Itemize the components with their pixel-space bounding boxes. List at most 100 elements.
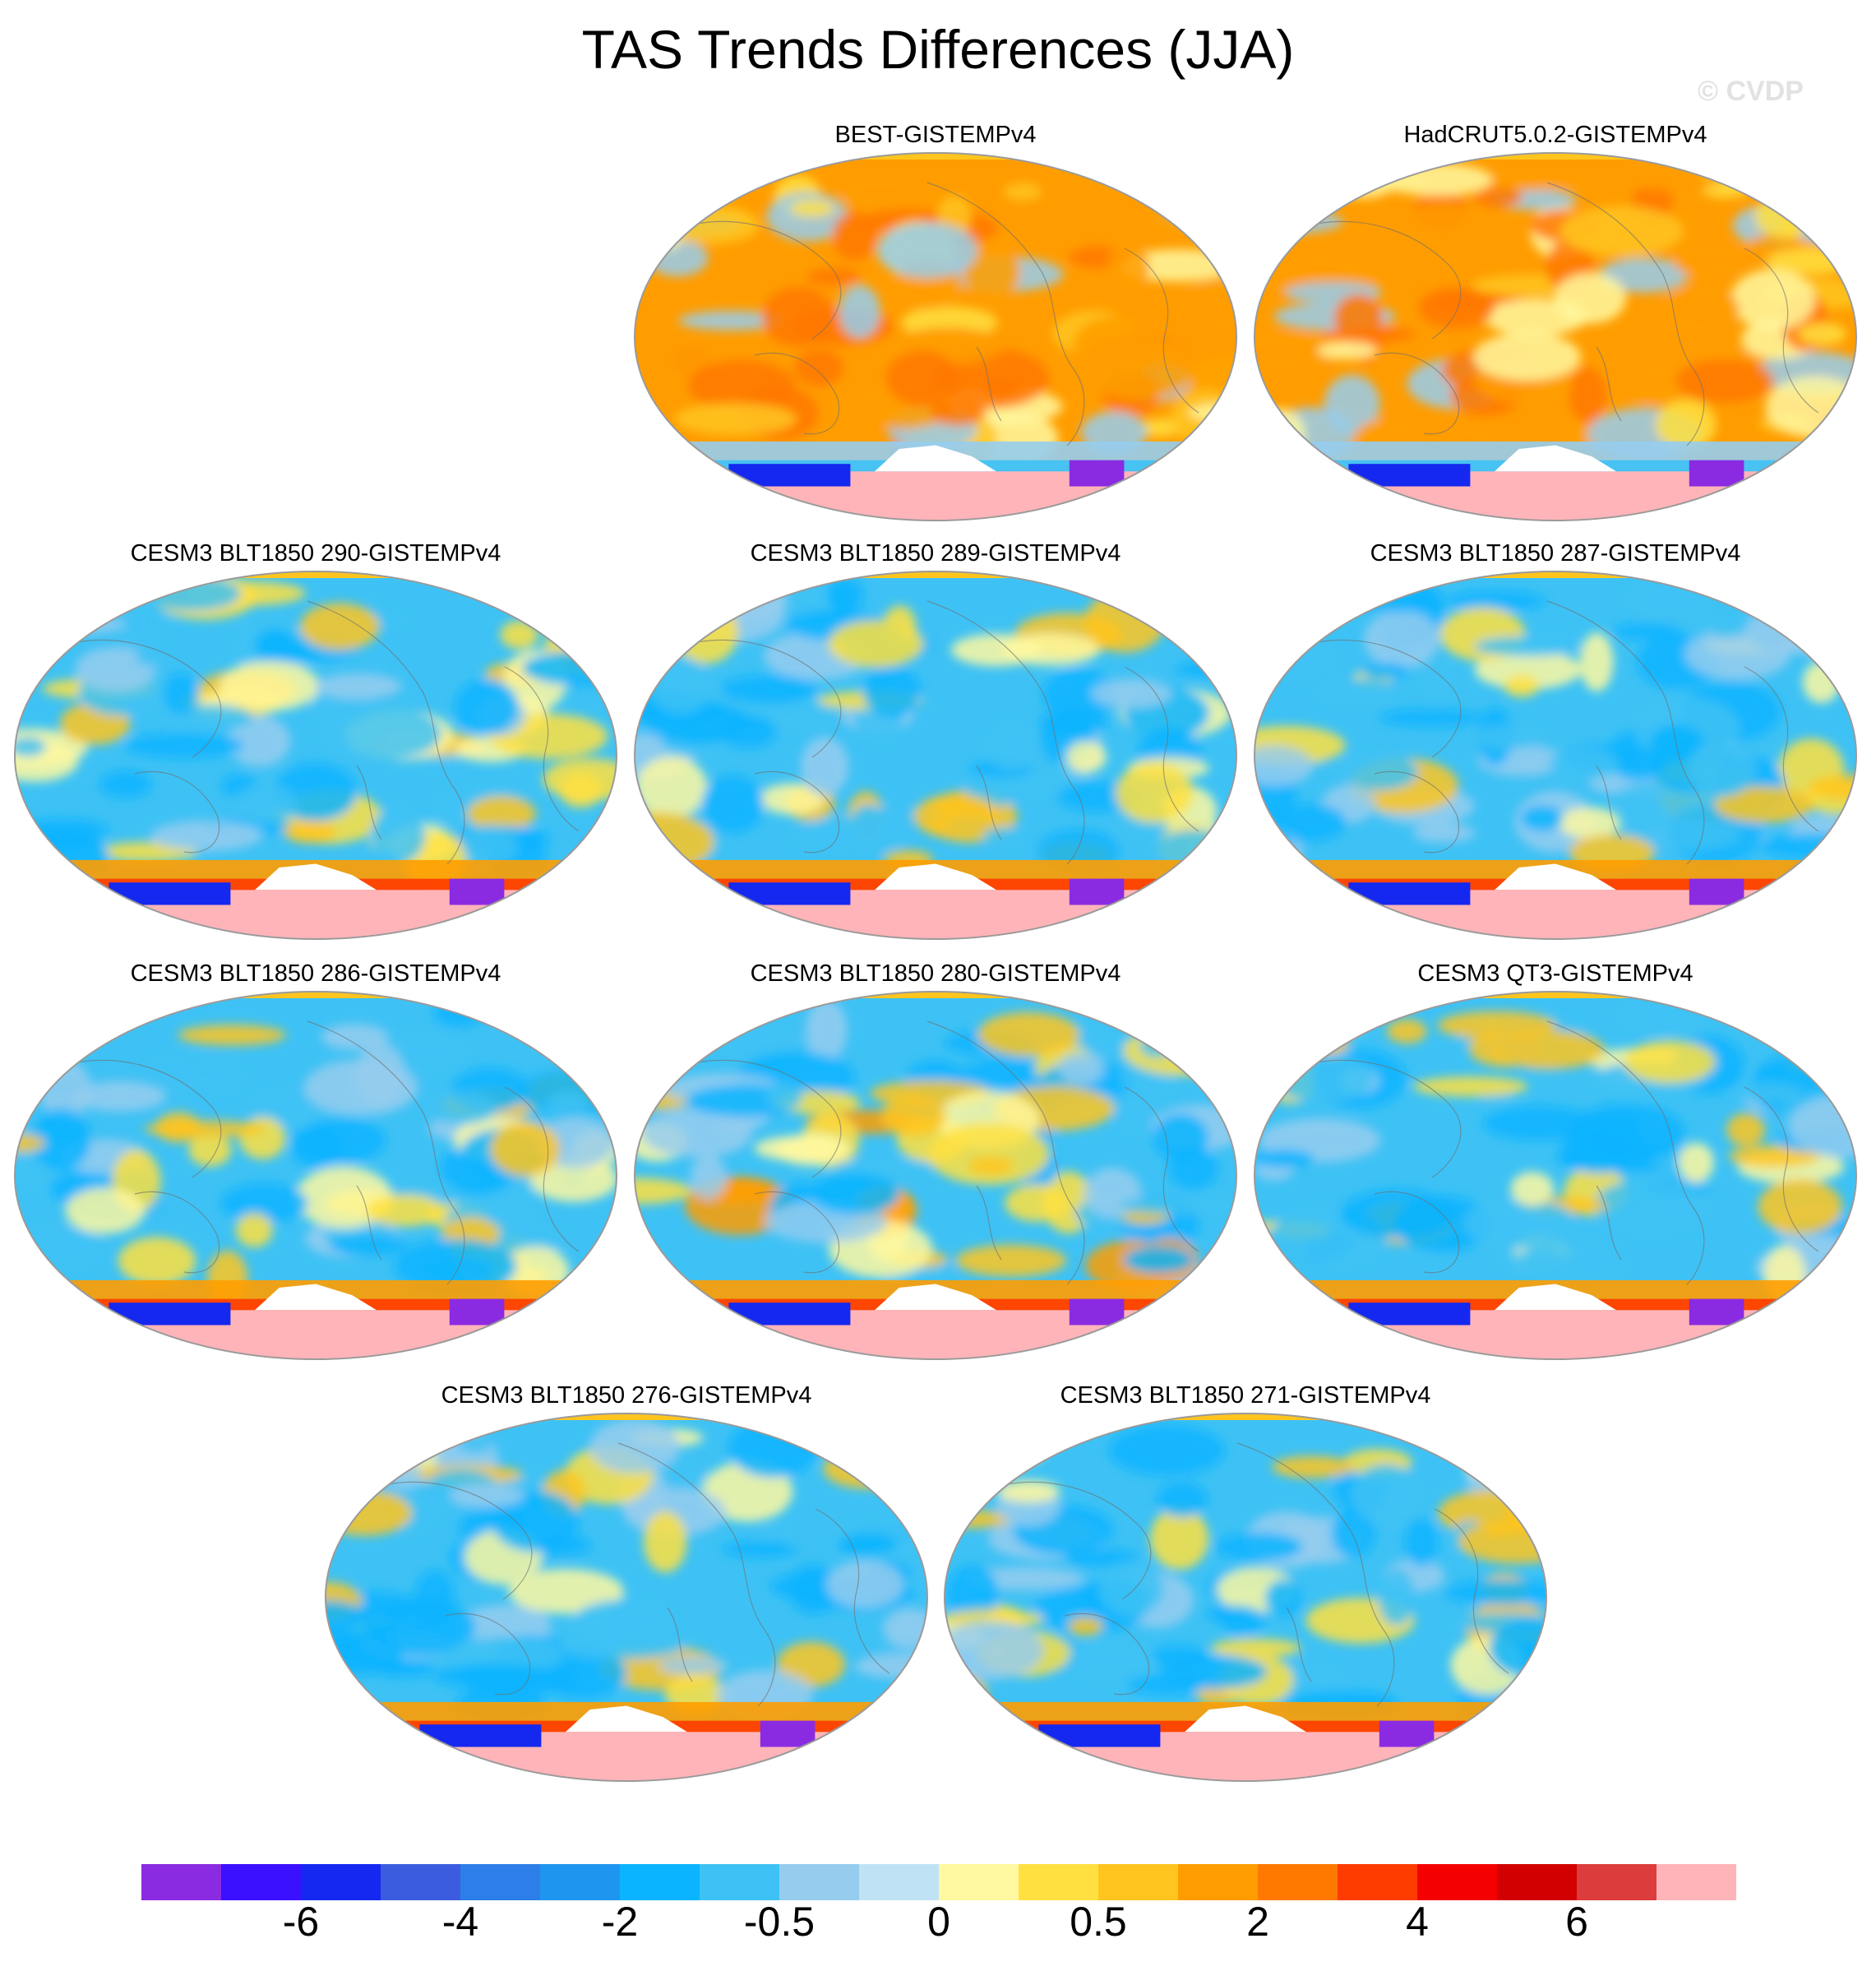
field-blob xyxy=(1492,1030,1605,1070)
field-blob xyxy=(1650,724,1704,762)
field-blob xyxy=(1340,1189,1456,1238)
field-blob xyxy=(150,820,262,852)
antarctica-region xyxy=(945,1732,1546,1781)
field-blob xyxy=(1255,1018,1315,1038)
field-blob xyxy=(1745,607,1840,654)
coastline xyxy=(696,220,842,340)
field-blob xyxy=(1446,590,1546,611)
field-blob xyxy=(1331,1508,1376,1558)
field-blob xyxy=(1474,636,1583,657)
north-polar-cap xyxy=(1434,153,1677,160)
map-field xyxy=(1255,571,1856,939)
field-blob xyxy=(837,1533,898,1556)
field-blob xyxy=(454,678,520,735)
map-outline xyxy=(634,991,1237,1360)
field-blob xyxy=(298,1117,386,1164)
field-blob xyxy=(885,349,958,407)
field-blob xyxy=(700,775,765,834)
field-blob xyxy=(1124,1246,1194,1274)
field-blob xyxy=(1378,1568,1416,1626)
field-blob xyxy=(1272,803,1347,842)
field-blob xyxy=(1114,1089,1153,1133)
coastline xyxy=(1596,346,1622,422)
field-blob xyxy=(1458,1520,1546,1564)
field-blob xyxy=(832,1159,936,1177)
coastline xyxy=(504,1086,580,1252)
antarctic-cold-patch xyxy=(1689,878,1744,905)
coastline xyxy=(356,765,382,840)
coastline xyxy=(1374,770,1460,854)
coastline xyxy=(1316,639,1462,758)
coastline xyxy=(356,1185,382,1261)
field-blob xyxy=(721,674,818,705)
coastline xyxy=(1744,248,1819,414)
field-blob xyxy=(663,206,760,244)
antarctic-cold-patch xyxy=(109,882,231,905)
field-blob xyxy=(1149,1507,1209,1570)
missing-data-area xyxy=(255,863,377,891)
coastline xyxy=(1374,352,1460,435)
coastline xyxy=(1124,248,1199,414)
missing-data-area xyxy=(566,1705,687,1733)
field-blob xyxy=(1352,1464,1422,1525)
antarctica-region xyxy=(635,1310,1236,1359)
field-blob xyxy=(188,1132,232,1167)
coastline xyxy=(76,1059,222,1178)
antarctic-cold-patch xyxy=(1689,1298,1744,1326)
colorbar xyxy=(141,1864,1736,1900)
field-blob xyxy=(1758,1004,1856,1044)
field-blob xyxy=(219,661,321,711)
colorbar-tick-label: -2 xyxy=(601,1899,639,1945)
field-blob xyxy=(823,1448,911,1489)
field-blob xyxy=(1598,257,1689,294)
panel-label: CESM3 BLT1850 271-GISTEMPv4 xyxy=(1060,1382,1431,1409)
coastline xyxy=(1596,1185,1622,1261)
field-blob xyxy=(1520,805,1564,832)
field-blob xyxy=(123,733,244,759)
field-blob xyxy=(1554,272,1627,324)
field-blob xyxy=(1473,187,1523,208)
field-blob xyxy=(913,793,999,839)
colorbar-box xyxy=(1657,1864,1736,1900)
antarctica-region xyxy=(1255,1310,1856,1359)
colorbar-tick-label: 0.5 xyxy=(1070,1899,1127,1945)
field-blob xyxy=(1116,762,1194,823)
coastline xyxy=(1374,1191,1460,1274)
field-blob xyxy=(930,399,987,426)
north-polar-cap xyxy=(505,1413,748,1420)
coastline xyxy=(976,1185,1002,1261)
field-blob xyxy=(1417,287,1495,329)
colorbar-box xyxy=(700,1864,779,1900)
field-blob xyxy=(235,1213,273,1247)
field-blob xyxy=(321,1024,389,1050)
field-blob xyxy=(1473,332,1581,382)
field-blob xyxy=(806,999,848,1062)
map-outline xyxy=(944,1413,1547,1782)
field-blob xyxy=(432,1663,554,1689)
field-blob xyxy=(589,1418,680,1474)
field-blob xyxy=(793,349,844,386)
coastline xyxy=(754,1191,840,1274)
antarctic-cold-patch xyxy=(1348,1302,1471,1326)
colorbar-box xyxy=(859,1864,939,1900)
field-blob xyxy=(492,1491,580,1552)
field-blob xyxy=(1558,807,1621,839)
field-blob xyxy=(658,1656,728,1675)
map-field xyxy=(945,1413,1546,1781)
coastline xyxy=(696,1059,842,1178)
field-blob xyxy=(761,286,835,347)
field-blob xyxy=(1771,1023,1856,1046)
colorbar-box xyxy=(301,1864,381,1900)
field-blob xyxy=(371,806,426,864)
coastline xyxy=(387,1481,533,1600)
field-blob xyxy=(690,1155,728,1199)
field-blob xyxy=(1788,1095,1856,1158)
coastline xyxy=(815,1508,890,1674)
field-blob xyxy=(1655,399,1717,450)
coastline xyxy=(1434,1508,1509,1674)
field-blob xyxy=(1622,817,1740,851)
field-blob xyxy=(529,1156,617,1202)
map-outline xyxy=(1254,991,1857,1360)
colorbar-box xyxy=(221,1864,301,1900)
field-blob xyxy=(1615,996,1704,1034)
